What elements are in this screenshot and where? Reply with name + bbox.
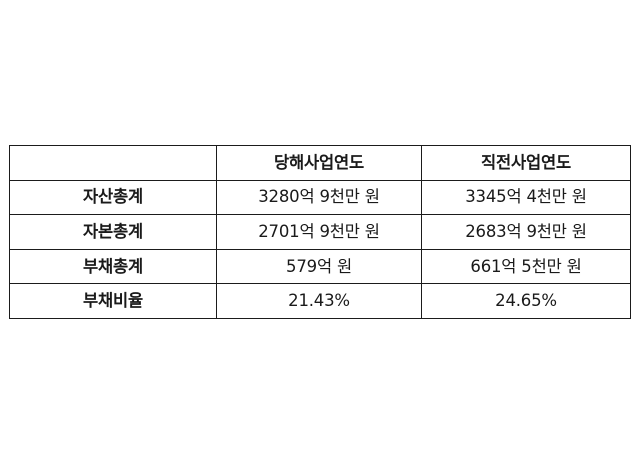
table-corner-cell bbox=[9, 145, 217, 181]
cell-total-assets-current: 3280억 9천만 원 bbox=[216, 179, 422, 216]
row-label-total-assets: 자산총계 bbox=[9, 179, 217, 216]
cell-total-liabilities-prior: 661억 5천만 원 bbox=[421, 248, 631, 285]
row-label-total-liabilities: 부채총계 bbox=[9, 248, 217, 285]
column-header-prior-year: 직전사업연도 bbox=[421, 145, 631, 181]
cell-total-assets-prior: 3345억 4천만 원 bbox=[421, 179, 631, 216]
column-header-current-year: 당해사업연도 bbox=[216, 145, 422, 181]
table-row: 부채비율 21.43% 24.65% bbox=[9, 283, 631, 319]
cell-total-equity-prior: 2683억 9천만 원 bbox=[421, 214, 631, 250]
table-row: 자산총계 3280억 9천만 원 3345억 4천만 원 bbox=[9, 179, 631, 216]
cell-total-equity-current: 2701억 9천만 원 bbox=[216, 214, 422, 250]
row-label-debt-ratio: 부채비율 bbox=[9, 283, 217, 319]
financial-summary-table-wrapper: 당해사업연도 직전사업연도 자산총계 3280억 9천만 원 3345억 4천만… bbox=[9, 145, 631, 319]
table-row: 부채총계 579억 원 661억 5천만 원 bbox=[9, 248, 631, 285]
table-header-row: 당해사업연도 직전사업연도 bbox=[9, 145, 631, 181]
cell-total-liabilities-current: 579억 원 bbox=[216, 248, 422, 285]
table-header: 당해사업연도 직전사업연도 bbox=[9, 145, 631, 181]
cell-debt-ratio-current: 21.43% bbox=[216, 283, 422, 319]
cell-debt-ratio-prior: 24.65% bbox=[421, 283, 631, 319]
row-label-total-equity: 자본총계 bbox=[9, 214, 217, 250]
financial-summary-table: 당해사업연도 직전사업연도 자산총계 3280억 9천만 원 3345억 4천만… bbox=[9, 145, 631, 319]
table-row: 자본총계 2701억 9천만 원 2683억 9천만 원 bbox=[9, 214, 631, 250]
table-body: 자산총계 3280억 9천만 원 3345억 4천만 원 자본총계 2701억 … bbox=[9, 179, 631, 319]
